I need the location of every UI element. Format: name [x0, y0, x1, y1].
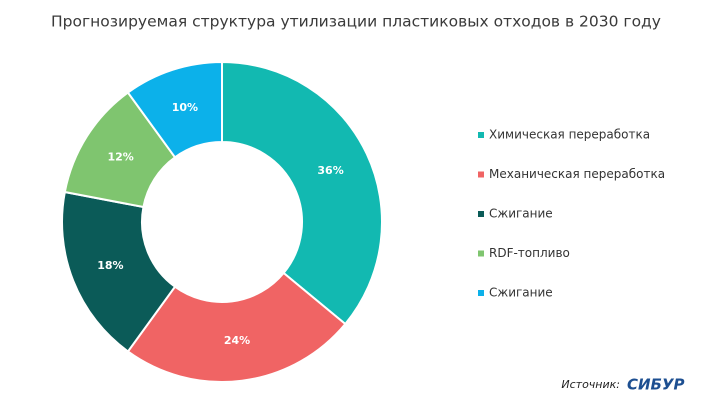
legend-swatch — [478, 290, 484, 296]
chart-title: Прогнозируемая структура утилизации плас… — [51, 13, 661, 31]
legend-swatch — [478, 171, 484, 178]
data-label: 36% — [317, 164, 343, 177]
source-label: Источник: — [561, 378, 620, 391]
donut-slice — [126, 60, 223, 159]
legend-swatch — [478, 132, 484, 138]
legend-swatch — [478, 211, 484, 217]
donut-slice — [61, 190, 177, 353]
legend-label: RDF-топливо — [489, 246, 570, 260]
data-label: 18% — [97, 259, 123, 272]
data-label: 12% — [108, 151, 134, 164]
donut-slice — [221, 60, 383, 326]
data-label: 10% — [172, 101, 198, 114]
legend-label: Сжигание — [489, 286, 553, 300]
source-logo: СИБУР — [627, 376, 685, 394]
legend-swatch — [478, 250, 484, 257]
legend-label: Механическая переработка — [489, 167, 665, 181]
data-label: 24% — [224, 334, 250, 347]
legend-label: Химическая переработка — [489, 128, 650, 142]
donut-slice — [126, 271, 347, 383]
legend-label: Сжигание — [489, 207, 553, 221]
